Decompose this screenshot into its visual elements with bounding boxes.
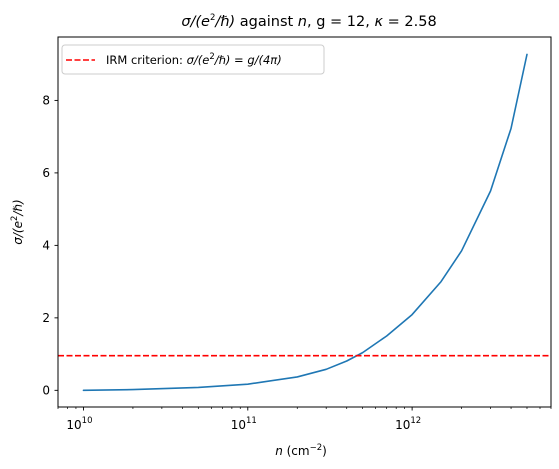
legend-frame	[61, 44, 325, 75]
chart-title: σ/(e2/ℏ) against n, g = 12, κ = 2.58	[181, 13, 436, 30]
y-tick-label: 4	[42, 238, 50, 252]
y-tick-label: 2	[42, 311, 50, 325]
x-axis-label: n (cm−2)	[275, 443, 327, 458]
plot-frame	[57, 36, 552, 408]
legend-label-irm: IRM criterion: σ/(e2/ℏ) = g/(4π)	[106, 52, 282, 67]
x-tick-label: 1010	[66, 416, 92, 432]
y-tick-label: 6	[42, 166, 50, 180]
x-axis: 1010 1011 1012	[57, 407, 552, 432]
y-axis-label: σ/(e2/ℏ)	[10, 199, 25, 244]
legend: IRM criterion: σ/(e2/ℏ) = g/(4π)	[61, 44, 325, 75]
y-tick-label: 0	[42, 383, 50, 397]
x-tick-label: 1012	[395, 416, 421, 432]
y-axis: 0 2 4 6 8	[42, 93, 58, 397]
x-tick-label: 1011	[231, 416, 257, 432]
plot-area	[57, 36, 552, 408]
conductivity-curve	[82, 53, 528, 392]
series-layer	[58, 53, 551, 392]
y-tick-label: 8	[42, 93, 50, 107]
